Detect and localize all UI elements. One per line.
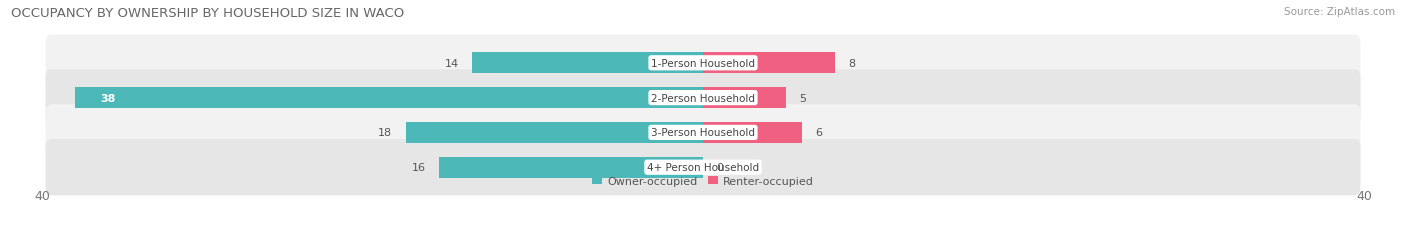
Text: 6: 6 (815, 128, 823, 138)
Text: 1-Person Household: 1-Person Household (651, 58, 755, 69)
Bar (703, 88, 786, 109)
Text: 5: 5 (799, 93, 806, 103)
Text: Source: ZipAtlas.com: Source: ZipAtlas.com (1284, 7, 1395, 17)
Text: 18: 18 (378, 128, 392, 138)
Text: 14: 14 (444, 58, 458, 69)
Bar (76, 88, 703, 109)
Bar (471, 53, 703, 74)
Bar (703, 122, 801, 143)
Text: OCCUPANCY BY OWNERSHIP BY HOUSEHOLD SIZE IN WACO: OCCUPANCY BY OWNERSHIP BY HOUSEHOLD SIZE… (11, 7, 405, 20)
FancyBboxPatch shape (45, 70, 1361, 126)
Bar (439, 157, 703, 178)
FancyBboxPatch shape (45, 139, 1361, 195)
Text: 4+ Person Household: 4+ Person Household (647, 162, 759, 173)
FancyBboxPatch shape (45, 105, 1361, 161)
Text: 16: 16 (412, 162, 426, 173)
Text: 38: 38 (100, 93, 115, 103)
FancyBboxPatch shape (45, 35, 1361, 91)
Text: 0: 0 (716, 162, 723, 173)
Text: 2-Person Household: 2-Person Household (651, 93, 755, 103)
Text: 8: 8 (848, 58, 855, 69)
Bar (703, 53, 835, 74)
Legend: Owner-occupied, Renter-occupied: Owner-occupied, Renter-occupied (588, 171, 818, 190)
Text: 3-Person Household: 3-Person Household (651, 128, 755, 138)
Bar (405, 122, 703, 143)
